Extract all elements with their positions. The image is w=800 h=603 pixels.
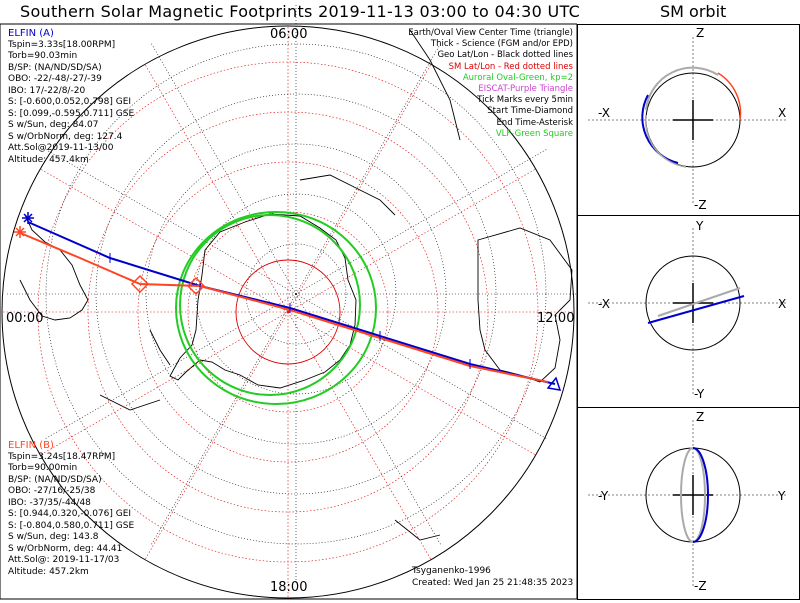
elfin-b-line: OBO: -27/16/-25/38 <box>8 486 96 496</box>
geo-lon-line <box>150 42 297 295</box>
elfin-a-line: Tspin=3.33s[18.00RPM] <box>8 39 116 50</box>
elfin-a-line: S: [0.099,-0.595,0.711] GSE <box>8 108 135 119</box>
elfin-a-line: Torb=90.03min <box>8 51 78 61</box>
geo-lon-line <box>295 293 442 546</box>
sm-panel-yz: Z -Z -Y Y <box>577 407 800 600</box>
sm-axis-right: Y <box>777 489 786 503</box>
elfin-b-line: B/SP: (NA/ND/SD/SA) <box>8 474 102 485</box>
geo-lon-line <box>44 148 297 295</box>
elfin-b-line: ELFIN (B) <box>8 440 54 451</box>
sm-axis-right: X <box>778 297 786 311</box>
legend: Earth/Oval View Center Time (triangle) T… <box>408 28 573 140</box>
sm-lon-line <box>40 168 289 313</box>
legend-item: Thick - Science (FGM and/or EPD) <box>430 39 573 50</box>
sm-lon-line <box>287 311 536 456</box>
earth-limb <box>1 25 575 599</box>
elfin-b-track <box>17 231 549 383</box>
elfin-b-line: IBO: -37/35/-44/48 <box>8 497 91 508</box>
sm-lat-circle <box>137 161 439 463</box>
chart-title: Southern Solar Magnetic Footprints 2019-… <box>20 2 581 21</box>
elfin-a-line: ELFIN (A) <box>8 28 54 39</box>
geo-grid <box>6 4 577 584</box>
elfin-a-line: Att.Sol@2019-11-13/00 <box>8 143 114 153</box>
geo-lon-line <box>295 42 442 295</box>
legend-item: EISCAT-Purple Triangle <box>478 84 573 95</box>
elfin-b-line: Tspin=3.24s[18.47RPM] <box>8 451 116 462</box>
elfin-a-line: S: [-0.600,0.052,0.798] GEI <box>8 97 132 107</box>
legend-item: End Time-Asterisk <box>496 117 573 128</box>
geo-lat-circle <box>95 93 497 495</box>
legend-item: Earth/Oval View Center Time (triangle) <box>408 28 573 38</box>
sm-orbit-title: SM orbit <box>660 2 727 21</box>
end-asterisk <box>22 212 34 224</box>
end-asterisk <box>14 226 26 238</box>
elfin-a-line: OBO: -22/-48/-27/-39 <box>8 74 102 84</box>
time-label-left: 00:00 <box>6 311 43 326</box>
legend-item: Start Time-Diamond <box>487 106 573 117</box>
elfin-b-line: S w/OrbNorm, deg: 44.41 <box>8 543 123 554</box>
sm-lon-line <box>144 311 289 560</box>
elfin-b-line: S w/Sun, deg: 143.8 <box>8 532 99 542</box>
sm-axis-top: Z <box>696 26 704 40</box>
elfin-b-info: ELFIN (B) Tspin=3.24s[18.47RPM] Torb=90.… <box>8 440 134 578</box>
geo-lat-circle <box>245 243 347 345</box>
elfin-a-line: IBO: 17/-22/8/-20 <box>8 85 86 96</box>
sm-axis-right: X <box>778 106 786 120</box>
elfin-a-line: Altitude: 457.4km <box>8 154 89 165</box>
sm-axis-top: Z <box>696 410 704 424</box>
footer-author: Tsyganenko-1996 <box>412 566 491 576</box>
sm-axis-left: -X <box>598 106 610 120</box>
sm-lon-line <box>144 64 289 313</box>
geo-lon-line <box>295 293 548 440</box>
footer-created: Created: Wed Jan 25 21:48:35 2023 <box>412 578 574 588</box>
sm-plot-yz: Z -Z -Y Y <box>588 410 788 593</box>
sm-axis-bottom: -Y <box>694 387 705 401</box>
time-label-top: 06:00 <box>270 27 307 42</box>
sm-lon-line <box>40 311 289 456</box>
sm-panel-xy: Y -Y -X X <box>577 215 800 408</box>
legend-item: Geo Lat/Lon - Black dotted lines <box>437 50 573 61</box>
sm-axis-bottom: -Z <box>694 579 707 593</box>
coastline <box>19 29 573 541</box>
elfin-b-line: Altitude: 457.2km <box>8 566 89 577</box>
elfin-a-line: S w/Sun, deg: 84.07 <box>8 120 99 130</box>
sm-axis-top: Y <box>695 219 704 233</box>
footprint-map: 06:00 00:00 12:00 18:00 <box>0 4 577 600</box>
elfin-b-line: S: [-0.804,0.580,0.711] GSE <box>8 520 135 531</box>
sm-plot-xy: Y -Y -X X <box>588 219 788 401</box>
sm-lon-line <box>287 168 536 313</box>
sm-plot-xz: Z -Z -X X <box>588 26 788 212</box>
geo-lon-line <box>150 293 297 546</box>
sm-grid <box>2 26 574 598</box>
legend-item: VLF-Green Square <box>495 128 573 139</box>
elfin-b-line: Torb=90.00min <box>8 463 78 473</box>
elfin-b-line: Att.Sol@: 2019-11-17/03 <box>8 555 120 565</box>
geo-lon-line <box>44 293 297 440</box>
sm-axis-left: -Y <box>598 489 609 503</box>
legend-item: Auroral Oval-Green, kp=2 <box>462 72 573 83</box>
auroral-oval <box>175 211 377 405</box>
sm-axis-bottom: -Z <box>694 198 707 212</box>
sm-lon-line <box>287 311 432 560</box>
legend-item: SM Lat/Lon - Red dotted lines <box>448 61 573 72</box>
time-label-bottom: 18:00 <box>270 580 307 595</box>
elfin-a-line: S w/OrbNorm, deg: 127.4 <box>8 131 123 142</box>
sm-panel-xz: Z -Z -X X <box>577 24 800 216</box>
sm-axis-left: -X <box>598 297 610 311</box>
elfin-b-line: S: [0.944,0.320,-0.076] GEI <box>8 509 132 519</box>
time-label-right: 12:00 <box>537 311 574 326</box>
view-center-triangle <box>546 376 562 391</box>
start-diamond-a <box>186 276 206 296</box>
sm-lon-line <box>287 64 432 313</box>
legend-item: Tick Marks every 5min <box>477 95 573 106</box>
sm-latitude-circle-inner <box>235 259 341 365</box>
elfin-a-info: ELFIN (A) Tspin=3.33s[18.00RPM] Torb=90.… <box>8 28 134 166</box>
geo-lon-line <box>295 148 548 295</box>
start-diamond-b <box>130 274 150 294</box>
elfin-a-line: B/SP: (NA/ND/SD/SA) <box>8 62 102 73</box>
